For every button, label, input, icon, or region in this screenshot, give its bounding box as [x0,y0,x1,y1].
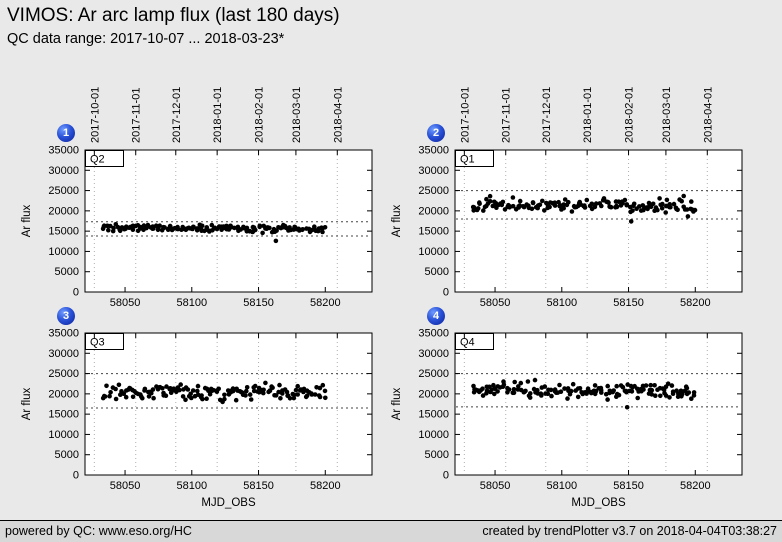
y-tick-label: 25000 [418,368,449,380]
quadrant-label-q2: Q2 [90,154,105,166]
y-tick-label: 5000 [425,449,449,461]
y-tick-label: 35000 [418,145,449,157]
x-tick-label: 58200 [310,297,341,309]
x-tick-label: 58150 [613,297,644,309]
plot-area-q3[interactable] [84,332,373,476]
date-tick-label: 2017-10-01 [89,87,101,143]
y-tick-label: 15000 [418,409,449,421]
y-tick-label: 20000 [418,205,449,217]
date-tick-label: 2017-11-01 [131,88,143,143]
x-tick-label: 58150 [243,480,274,492]
y-tick-label: 15000 [418,226,449,238]
x-tick-label: 58100 [176,297,207,309]
y-tick-label: 10000 [48,429,79,441]
date-tick-label: 2018-02-01 [254,87,266,143]
panel-badge-4[interactable]: 4 [427,307,445,325]
y-tick-label: 20000 [48,388,79,400]
quadrant-label-q4: Q4 [460,337,475,349]
panel-badge-3[interactable]: 3 [57,307,75,325]
y-tick-label: 0 [443,287,449,299]
x-tick-label: 58200 [310,480,341,492]
panel-q2: 0 5000 10000 15000 20000 25000 30000 35000 58050… [21,87,373,309]
y-tick-label: 0 [73,287,79,299]
y-tick-label: 10000 [418,246,449,258]
date-tick-label: 2018-04-01 [702,87,714,143]
date-tick-label: 2018-01-01 [212,87,224,143]
x-tick-label: 58050 [480,480,511,492]
scatter-points-q2 [100,222,328,244]
y-tick-label: 0 [443,470,449,482]
y-tick-label: 25000 [48,185,79,197]
date-tick-label: 2017-12-01 [541,87,553,143]
x-tick-label: 58200 [680,297,711,309]
y-tick-label: 5000 [55,266,79,278]
panel-q3: 0 5000 10000 15000 20000 25000 30000 35000 58050… [21,328,373,509]
x-tick-label: 58100 [546,297,577,309]
y-tick-label: 35000 [48,328,79,340]
scatter-points-q4 [471,377,697,410]
y-tick-label: 20000 [48,205,79,217]
footer-bar: powered by QC: www.eso.org/HC created by… [0,520,782,542]
date-tick-label: 2018-03-01 [661,87,673,143]
plot-area-q4[interactable] [454,332,743,476]
y-tick-label: 20000 [418,388,449,400]
quadrant-label-q3: Q3 [90,337,105,349]
panel-q4: 0 5000 10000 15000 20000 25000 30000 35000 58050… [391,328,743,509]
y-tick-label: 35000 [48,145,79,157]
y-tick-label: 30000 [48,165,79,177]
x-axis-label: MJD_OBS [571,497,626,509]
panel-q1: 0 5000 10000 15000 20000 25000 30000 35000 58050… [391,87,743,309]
x-tick-label: 58050 [480,297,511,309]
scatter-points-q3 [100,380,328,405]
x-tick-label: 58150 [243,297,274,309]
y-axis-label: Ar flux [391,387,403,420]
y-tick-label: 10000 [418,429,449,441]
y-tick-label: 25000 [48,368,79,380]
y-axis-label: Ar flux [391,204,403,237]
y-tick-label: 0 [73,470,79,482]
y-tick-label: 5000 [425,266,449,278]
x-tick-label: 58050 [110,480,141,492]
x-tick-label: 58200 [680,480,711,492]
panel-badge-1[interactable]: 1 [57,124,75,142]
x-tick-label: 58100 [546,480,577,492]
footer-qc-link[interactable]: powered by QC: www.eso.org/HC [5,524,192,538]
panel-badge-2[interactable]: 2 [427,124,445,142]
qc-data-range: QC data range: 2017-10-07 ... 2018-03-23… [7,31,285,47]
y-tick-label: 25000 [418,185,449,197]
x-tick-label: 58050 [110,297,141,309]
page-title: VIMOS: Ar arc lamp flux (last 180 days) [7,5,340,26]
y-axis-label: Ar flux [21,204,33,237]
y-tick-label: 5000 [55,449,79,461]
date-tick-label: 2017-12-01 [171,87,183,143]
date-tick-label: 2018-04-01 [332,87,344,143]
date-tick-label: 2018-03-01 [291,87,303,143]
date-tick-label: 2017-11-01 [501,88,513,143]
date-tick-label: 2018-02-01 [624,87,636,143]
y-tick-label: 30000 [418,348,449,360]
y-tick-label: 30000 [418,165,449,177]
footer-credit: created by trendPlotter v3.7 on 2018-04-… [482,524,777,538]
plot-area-q1[interactable] [454,149,743,293]
y-tick-label: 10000 [48,246,79,258]
y-tick-label: 35000 [418,328,449,340]
date-tick-label: 2017-10-01 [459,87,471,143]
x-tick-label: 58150 [613,480,644,492]
quadrant-label-q1: Q1 [460,154,475,166]
scatter-points-q1 [470,193,698,224]
y-tick-label: 15000 [48,226,79,238]
y-axis-label: Ar flux [21,387,33,420]
date-tick-label: 2018-01-01 [582,87,594,143]
x-axis-label: MJD_OBS [201,497,256,509]
y-tick-label: 30000 [48,348,79,360]
x-tick-label: 58100 [176,480,207,492]
plot-area-q2[interactable] [84,149,373,293]
y-tick-label: 15000 [48,409,79,421]
